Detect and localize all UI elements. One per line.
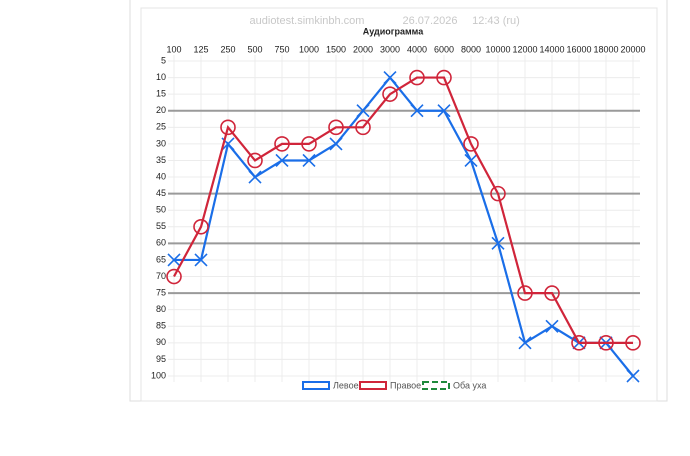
marker-x xyxy=(518,336,532,350)
marker-circle xyxy=(193,218,209,235)
marker-circle xyxy=(625,335,641,351)
legend-swatch xyxy=(359,381,387,390)
y-tick-label: 80 xyxy=(156,304,166,314)
source: audiotest.simkinbh.com xyxy=(250,15,365,27)
marker-circle xyxy=(247,152,263,169)
marker-circle xyxy=(166,268,182,285)
x-tick-label: 125 xyxy=(193,44,208,54)
marker-x xyxy=(248,170,262,184)
marker-circle xyxy=(382,86,398,102)
x-tick-label: 2000 xyxy=(353,44,373,54)
marker-x xyxy=(194,253,208,267)
y-tick-label: 5 xyxy=(161,55,166,65)
marker-x xyxy=(275,153,289,168)
marker-x xyxy=(491,236,505,250)
y-tick-label: 35 xyxy=(156,155,166,165)
marker-circle xyxy=(220,119,236,136)
marker-x xyxy=(464,153,478,168)
marker-x xyxy=(626,369,640,383)
marker-circle xyxy=(274,136,290,152)
x-tick-label: 4000 xyxy=(407,44,427,54)
x-tick-label: 3000 xyxy=(380,44,400,54)
x-tick-label: 16000 xyxy=(566,44,591,54)
x-tick-label: 250 xyxy=(220,44,235,54)
time: 12:43 (ru) xyxy=(472,15,520,27)
x-tick-label: 20000 xyxy=(620,44,645,54)
x-tick-label: 750 xyxy=(274,44,289,54)
marker-circle xyxy=(328,119,344,136)
x-tick-label: 500 xyxy=(247,44,262,54)
y-tick-label: 65 xyxy=(156,254,166,264)
legend-swatch xyxy=(302,381,330,390)
marker-circle xyxy=(598,335,614,351)
y-tick-label: 85 xyxy=(156,321,166,331)
x-tick-label: 6000 xyxy=(434,44,454,54)
marker-circle xyxy=(301,136,317,152)
x-tick-label: 100 xyxy=(166,44,181,54)
marker-circle xyxy=(517,285,533,301)
chart-frame xyxy=(140,7,658,402)
x-tick-label: 14000 xyxy=(539,44,564,54)
legend-swatch xyxy=(422,381,450,390)
y-tick-label: 40 xyxy=(156,171,166,181)
y-tick-label: 75 xyxy=(156,287,166,297)
x-tick-label: 18000 xyxy=(593,44,618,54)
x-tick-label: 1000 xyxy=(299,44,319,54)
legend-label: Правое xyxy=(390,380,421,390)
y-tick-label: 10 xyxy=(156,72,166,82)
marker-circle xyxy=(436,69,452,86)
marker-circle xyxy=(409,69,425,86)
y-tick-label: 70 xyxy=(156,271,166,281)
y-tick-label: 15 xyxy=(156,89,166,99)
marker-circle xyxy=(463,136,479,152)
marker-circle xyxy=(571,335,587,351)
marker-circle xyxy=(544,285,560,301)
marker-x xyxy=(302,153,316,168)
y-tick-label: 100 xyxy=(151,370,166,380)
chart-title: Аудиограмма xyxy=(363,26,424,36)
y-tick-label: 60 xyxy=(156,238,166,248)
marker-x xyxy=(167,253,181,267)
marker-x xyxy=(410,104,424,118)
y-tick-label: 45 xyxy=(156,188,166,198)
y-tick-label: 95 xyxy=(156,354,166,364)
y-tick-label: 90 xyxy=(156,337,166,347)
x-tick-label: 1500 xyxy=(326,44,346,54)
marker-x xyxy=(545,319,559,333)
marker-x xyxy=(356,104,370,118)
y-tick-label: 55 xyxy=(156,221,166,231)
marker-circle xyxy=(355,119,371,136)
date: 26.07.2026 xyxy=(402,15,457,27)
x-tick-label: 10000 xyxy=(485,44,510,54)
marker-circle xyxy=(490,185,506,202)
marker-x xyxy=(437,104,451,118)
legend-label: Левое xyxy=(333,380,359,390)
x-tick-label: 8000 xyxy=(461,44,481,54)
legend-label: Оба уха xyxy=(453,380,486,390)
marker-x xyxy=(329,137,343,151)
marker-x xyxy=(383,71,397,85)
y-tick-label: 30 xyxy=(156,138,166,148)
y-tick-label: 25 xyxy=(156,122,166,132)
x-tick-label: 12000 xyxy=(512,44,537,54)
y-tick-label: 20 xyxy=(156,105,166,115)
y-tick-label: 50 xyxy=(156,205,166,215)
